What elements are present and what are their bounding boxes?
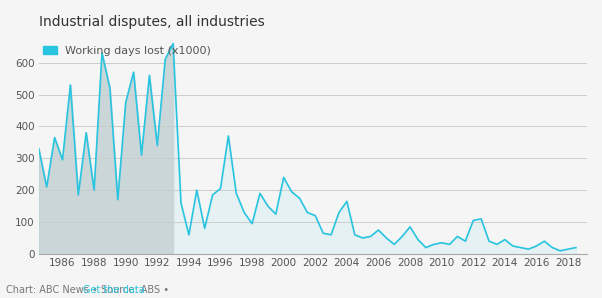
Text: Industrial disputes, all industries: Industrial disputes, all industries — [39, 15, 264, 29]
Text: Chart: ABC News • Source: ABS •: Chart: ABC News • Source: ABS • — [6, 285, 172, 295]
Text: Get the data: Get the data — [83, 285, 145, 295]
Legend: Working days lost (x1000): Working days lost (x1000) — [39, 41, 216, 60]
